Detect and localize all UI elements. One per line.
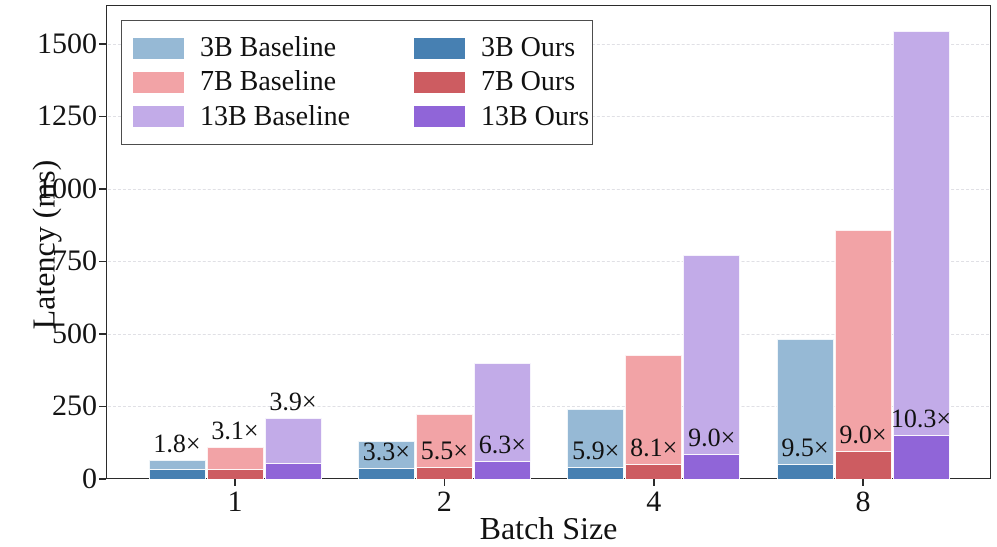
y-tickmark-250 (99, 405, 106, 408)
legend-swatch-3b-ours (414, 37, 465, 59)
legend-entry-7b-ours: 7B Ours (414, 65, 589, 99)
legend-entry-13b-baseline: 13B Baseline (133, 100, 414, 134)
speedup-label-3b-batch-2: 3.3× (362, 436, 410, 466)
gridline-750 (108, 261, 989, 263)
legend-entry-3b-baseline: 3B Baseline (133, 31, 414, 65)
speedup-label-3b-batch-1: 1.8× (153, 429, 201, 459)
legend-swatch-7b-ours (414, 71, 465, 93)
legend-entry-7b-baseline: 7B Baseline (133, 65, 414, 99)
legend-swatch-13b-baseline (133, 106, 184, 128)
legend-entry-3b-ours: 3B Ours (414, 31, 589, 65)
y-tick-label-1500: 1500 (37, 26, 97, 60)
gridline-1000 (108, 188, 989, 190)
bar-3b-ours-batch-4 (567, 467, 625, 479)
bar-3b-ours-batch-2 (357, 467, 415, 479)
speedup-label-3b-batch-8: 9.5× (781, 433, 829, 463)
y-tickmark-1250 (99, 115, 106, 118)
x-tickmark-8 (862, 479, 864, 486)
legend-swatch-13b-ours (414, 106, 465, 128)
y-tickmark-1000 (99, 188, 106, 190)
y-tick-label-500: 500 (52, 316, 97, 350)
x-axis-label: Batch Size (479, 510, 618, 546)
speedup-label-13b-batch-8: 10.3× (890, 404, 952, 434)
bar-7b-ours-batch-1 (206, 468, 264, 479)
legend-swatch-7b-baseline (133, 71, 184, 93)
speedup-label-13b-batch-4: 9.0× (688, 423, 736, 453)
y-tickmark-1500 (99, 43, 106, 45)
x-tickmark-4 (652, 479, 655, 486)
gridline-250 (108, 406, 989, 408)
x-tick-label-4: 4 (646, 485, 662, 518)
y-tickmark-0 (99, 478, 106, 480)
y-tick-label-250: 250 (52, 389, 97, 423)
bar-7b-ours-batch-2 (415, 467, 473, 479)
legend-box: 3B Baseline 3B Ours 7B Baseline 7B Ours 13B … (121, 20, 593, 145)
bar-13b-baseline-batch-8 (892, 31, 950, 479)
bar-13b-ours-batch-8 (892, 435, 950, 479)
x-tick-label-2: 2 (436, 485, 452, 518)
bar-13b-ours-batch-2 (473, 460, 531, 479)
y-tickmark-750 (99, 260, 106, 263)
y-axis-label: Latency (ms) (25, 159, 62, 330)
speedup-label-7b-batch-4: 8.1× (630, 432, 678, 462)
legend-swatch-3b-baseline (133, 37, 184, 59)
speedup-label-7b-batch-2: 5.5× (420, 436, 468, 466)
legend-label: 13B Ours (481, 100, 590, 132)
bar-13b-baseline-batch-4 (683, 255, 741, 479)
legend-entry-13b-ours: 13B Ours (414, 100, 589, 134)
bar-7b-baseline-batch-8 (834, 229, 892, 479)
y-tick-label-1000: 1000 (37, 171, 97, 205)
y-tick-label-750: 750 (52, 244, 97, 278)
legend-label: 13B Baseline (200, 100, 351, 132)
y-tick-label-1250: 1250 (37, 99, 97, 133)
speedup-label-3b-batch-4: 5.9× (572, 436, 620, 466)
speedup-label-7b-batch-8: 9.0× (839, 420, 887, 450)
bar-13b-ours-batch-4 (683, 454, 741, 479)
legend-label: 3B Ours (481, 32, 576, 64)
bar-7b-ours-batch-4 (625, 463, 683, 479)
bar-13b-ours-batch-1 (264, 463, 322, 479)
bar-3b-ours-batch-1 (148, 468, 206, 479)
x-tick-label-1: 1 (227, 485, 243, 518)
bar-3b-ours-batch-8 (776, 464, 834, 479)
bar-13b-baseline-batch-2 (473, 362, 531, 479)
x-tickmark-2 (443, 479, 446, 486)
speedup-label-13b-batch-1: 3.9× (269, 387, 317, 417)
y-tickmark-500 (99, 333, 106, 335)
gridline-500 (108, 333, 989, 335)
legend-label: 7B Ours (481, 66, 576, 98)
bar-7b-ours-batch-8 (834, 451, 892, 479)
x-tickmark-1 (234, 479, 236, 486)
legend-label: 7B Baseline (200, 66, 337, 98)
speedup-label-7b-batch-1: 3.1× (211, 416, 259, 446)
speedup-label-13b-batch-2: 6.3× (478, 429, 526, 459)
legend-label: 3B Baseline (200, 32, 337, 64)
bar-7b-baseline-batch-4 (625, 354, 683, 479)
x-tick-label-8: 8 (855, 485, 871, 518)
y-tick-label-0: 0 (82, 462, 97, 495)
